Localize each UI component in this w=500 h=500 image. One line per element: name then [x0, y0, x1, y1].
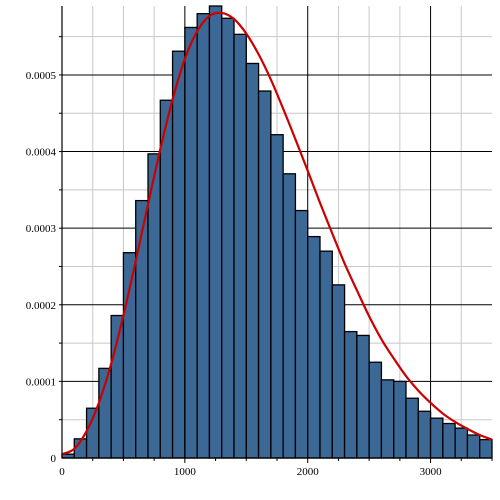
x-tick-label: 3000 — [420, 466, 443, 478]
tick-labels: 0 1000 2000 3000 0 0.0001 0.0002 0.0003 0.0004 0.… — [26, 70, 442, 478]
density-curve — [61, 11, 493, 456]
histogram-bar — [343, 330, 358, 459]
histogram-bar — [307, 235, 321, 459]
histogram-bar — [184, 26, 198, 459]
histogram-bar — [417, 410, 432, 459]
x-tick-label: 1000 — [174, 466, 197, 478]
histogram-bar — [245, 62, 260, 459]
histogram-bar — [135, 199, 149, 459]
histogram-bar — [257, 90, 272, 459]
histogram-bar — [221, 17, 235, 459]
histogram-bar — [368, 361, 383, 459]
histogram-bar — [393, 380, 407, 459]
y-tick-label: 0.0003 — [26, 223, 57, 235]
histogram-bar — [479, 438, 493, 459]
histogram-bar — [171, 50, 186, 459]
histogram-bar — [405, 397, 419, 459]
histogram-bar — [208, 5, 223, 459]
x-tick-label: 0 — [59, 466, 65, 478]
histogram-bar — [331, 284, 346, 459]
histogram-bar — [122, 252, 137, 459]
y-tick-label: 0.0004 — [26, 147, 57, 159]
histogram-bar — [380, 379, 395, 459]
histogram-bar — [319, 250, 333, 459]
histogram-bar — [454, 427, 469, 459]
histogram-bar — [159, 99, 174, 459]
histogram-bar — [442, 422, 456, 459]
histogram-bars — [61, 5, 493, 459]
histogram-bar — [282, 173, 297, 459]
axes — [59, 6, 493, 463]
histogram-bar — [466, 434, 481, 459]
histogram-bar — [233, 33, 247, 459]
histogram-bar — [196, 13, 211, 459]
y-tick-label: 0 — [51, 453, 57, 465]
histogram-bar — [294, 209, 309, 459]
y-tick-label: 0.0001 — [26, 376, 56, 388]
y-tick-label: 0.0005 — [26, 70, 57, 82]
histogram-bar — [356, 334, 370, 459]
x-tick-label: 2000 — [297, 466, 320, 478]
histogram-bar — [270, 134, 284, 459]
y-tick-label: 0.0002 — [26, 300, 56, 312]
histogram-bar — [429, 417, 444, 459]
